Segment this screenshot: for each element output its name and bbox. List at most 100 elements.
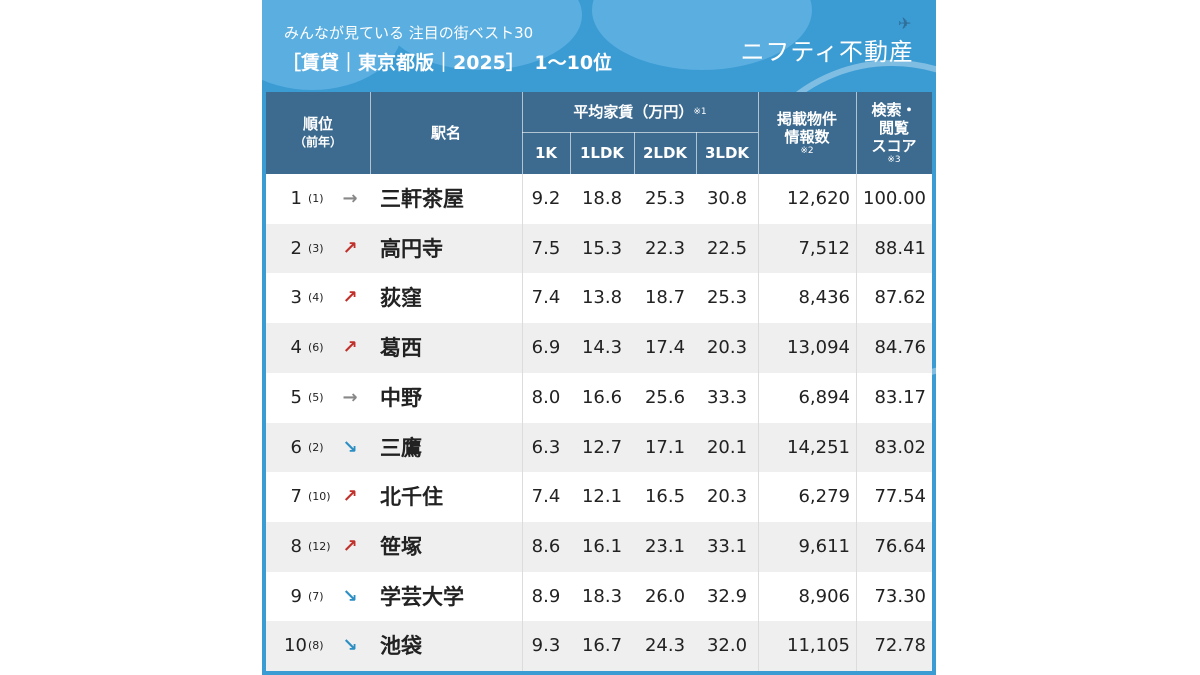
listing-count: 6,279 — [798, 486, 850, 508]
table-row: 8 (12) ↗ 笹塚 8.6 16.1 23.1 33.1 9,611 76.64 — [266, 521, 932, 572]
station-name: 荻窪 — [380, 286, 422, 311]
trend-down-icon: ↘ — [342, 635, 358, 657]
brand-logo: ニフティ不動産 — [740, 38, 914, 66]
col-rank-sublabel: （前年） — [293, 135, 342, 149]
search-score: 88.41 — [874, 237, 926, 259]
rank-number: 3 — [290, 287, 302, 309]
previous-rank: (6) — [308, 341, 324, 355]
rent-3ldk: 33.1 — [706, 535, 748, 557]
header-separator — [522, 92, 523, 174]
listing-count: 14,251 — [787, 436, 850, 458]
col-station-header: 駅名 — [370, 92, 522, 174]
table-body: 1 (1) → 三軒茶屋 9.2 18.8 25.3 30.8 12,620 100.00 2 (3)… — [266, 174, 932, 672]
col-1k-header: 1K — [522, 132, 570, 174]
trend-down-icon: ↘ — [342, 436, 358, 458]
rent-2ldk: 18.7 — [644, 287, 686, 309]
rent-1ldk: 15.3 — [581, 237, 623, 259]
rent-3ldk: 20.1 — [706, 436, 748, 458]
search-score: 73.30 — [874, 585, 926, 607]
station-name: 学芸大学 — [380, 584, 464, 609]
rent-2ldk: 16.5 — [644, 486, 686, 508]
rank-number: 4 — [290, 337, 302, 359]
ranking-card: ✈ みんなが見ている 注目の街ベスト30 ［賃貸｜東京都版｜2025］ 1〜10… — [262, 0, 936, 675]
col-rent-label: 平均家賃（万円） — [573, 103, 694, 121]
bird-icon: ✈ — [898, 14, 912, 33]
trend-up-icon: ↗ — [342, 486, 358, 508]
rent-1k: 9.2 — [531, 188, 561, 209]
rent-1k: 7.5 — [531, 237, 561, 259]
table-row: 3 (4) ↗ 荻窪 7.4 13.8 18.7 25.3 8,436 87.62 — [266, 273, 932, 324]
trend-same-icon: → — [342, 386, 358, 408]
search-score: 100.00 — [863, 188, 926, 209]
rent-2ldk: 24.3 — [644, 635, 686, 657]
station-name: 三鷹 — [380, 435, 422, 460]
previous-rank: (10) — [308, 490, 331, 504]
previous-rank: (12) — [308, 539, 331, 553]
header-separator — [370, 92, 371, 174]
trend-same-icon: → — [342, 188, 358, 209]
trend-up-icon: ↗ — [342, 337, 358, 359]
rent-1k: 7.4 — [531, 486, 561, 508]
rent-1ldk: 12.1 — [581, 486, 623, 508]
cloud-decoration — [262, 0, 402, 90]
rent-3ldk: 32.9 — [706, 585, 748, 607]
rent-2ldk: 23.1 — [644, 535, 686, 557]
rent-1ldk: 16.7 — [581, 635, 623, 657]
table-header: 順位 （前年） 駅名 平均家賃（万円） ※1 1K 1LDK 2LDK 3LDK … — [266, 92, 932, 174]
station-name: 笹塚 — [380, 534, 422, 559]
previous-rank: (3) — [308, 241, 324, 255]
table-row: 1 (1) → 三軒茶屋 9.2 18.8 25.3 30.8 12,620 100.00 — [266, 174, 932, 224]
rank-number: 2 — [290, 237, 302, 259]
rent-1ldk: 12.7 — [581, 436, 623, 458]
trend-up-icon: ↗ — [342, 237, 358, 259]
col-3ldk-label: 3LDK — [704, 144, 750, 162]
rent-1k: 9.3 — [531, 635, 561, 657]
header-divider — [522, 132, 758, 133]
col-3ldk-header: 3LDK — [696, 132, 758, 174]
listings-note: ※2 — [800, 146, 814, 156]
previous-rank: (7) — [308, 589, 324, 603]
header-separator — [758, 92, 759, 174]
col-score-header: 検索・ 閲覧 スコア ※3 — [856, 92, 932, 174]
rent-2ldk: 25.3 — [644, 188, 686, 209]
table-row: 2 (3) ↗ 高円寺 7.5 15.3 22.3 22.5 7,512 88.41 — [266, 223, 932, 274]
rent-2ldk: 25.6 — [644, 386, 686, 408]
header-separator — [570, 132, 571, 174]
previous-rank: (5) — [308, 390, 324, 404]
col-2ldk-header: 2LDK — [634, 132, 696, 174]
previous-rank: (4) — [308, 291, 324, 305]
header-separator — [634, 132, 635, 174]
rent-1ldk: 14.3 — [581, 337, 623, 359]
rank-number: 1 — [290, 188, 302, 209]
search-score: 77.54 — [874, 486, 926, 508]
station-name: 北千住 — [380, 485, 443, 510]
rent-1k: 6.9 — [531, 337, 561, 359]
header-subtitle: みんなが見ている 注目の街ベスト30 — [284, 24, 534, 42]
rent-3ldk: 20.3 — [706, 486, 748, 508]
column-separator — [856, 174, 857, 671]
trend-up-icon: ↗ — [342, 535, 358, 557]
table-row: 10 (8) ↘ 池袋 9.3 16.7 24.3 32.0 11,105 72.78 — [266, 621, 932, 672]
header-title: ［賃貸｜東京都版｜2025］ 1〜10位 — [282, 52, 613, 74]
col-rank-label: 順位 — [302, 115, 333, 133]
search-score: 84.76 — [874, 337, 926, 359]
rent-2ldk: 26.0 — [644, 585, 686, 607]
rent-3ldk: 20.3 — [706, 337, 748, 359]
listing-count: 11,105 — [787, 635, 850, 657]
previous-rank: (1) — [308, 192, 324, 205]
search-score: 72.78 — [874, 635, 926, 657]
table-row: 6 (2) ↘ 三鷹 6.3 12.7 17.1 20.1 14,251 83.02 — [266, 422, 932, 473]
station-name: 三軒茶屋 — [380, 187, 464, 211]
listing-count: 6,894 — [798, 386, 850, 408]
col-score-label: 検索・ 閲覧 スコア — [871, 101, 917, 155]
rank-number: 9 — [290, 585, 302, 607]
col-rank-header: 順位 （前年） — [266, 92, 370, 174]
listing-count: 13,094 — [787, 337, 850, 359]
rent-1ldk: 16.1 — [581, 535, 623, 557]
rank-number: 5 — [290, 386, 302, 408]
table-row: 4 (6) ↗ 葛西 6.9 14.3 17.4 20.3 13,094 84.76 — [266, 323, 932, 374]
col-station-label: 駅名 — [430, 124, 461, 142]
col-1ldk-header: 1LDK — [570, 132, 634, 174]
score-note: ※3 — [887, 155, 901, 165]
header-separator — [696, 132, 697, 174]
